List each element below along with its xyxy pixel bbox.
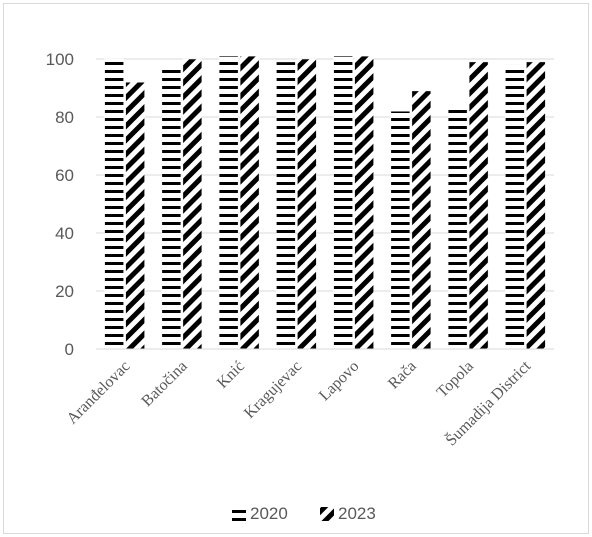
x-tick-label: Batočina	[138, 358, 190, 410]
y-tick-label: 20	[55, 282, 74, 301]
y-axis-ticks: 0 20 40 60 80 100	[46, 50, 74, 359]
bar-2020	[161, 67, 182, 350]
bar-2020	[218, 55, 239, 350]
legend-label: 2020	[250, 504, 288, 523]
bar-2023	[526, 61, 546, 350]
legend-swatch	[232, 507, 246, 521]
bar-2020	[505, 64, 525, 350]
bar-2023	[468, 61, 489, 350]
bar-2020	[104, 58, 124, 350]
x-tick-label: Rača	[385, 358, 420, 393]
x-tick-label: Kragujevac	[241, 358, 305, 422]
x-tick-label: Aranđelovac	[64, 358, 134, 428]
legend-swatch	[320, 507, 334, 521]
x-tick-label: Lapovo	[316, 358, 363, 405]
bar-2023	[411, 90, 432, 350]
bar-chart: 0 20 40 60 80 100 Aranđelovac Batočina KnićKrag…	[46, 50, 554, 523]
bar-2020	[333, 55, 353, 350]
y-tick-label: 100	[46, 50, 74, 69]
x-tick-label: Knić	[214, 358, 248, 392]
legend-label: 2023	[338, 504, 376, 523]
bar-2023	[239, 55, 260, 350]
bars	[104, 55, 546, 350]
y-tick-label: 0	[65, 340, 74, 359]
legend-item-2020: 2020	[232, 504, 288, 523]
bar-2023	[354, 55, 374, 350]
bar-2020	[276, 61, 296, 350]
bar-2020	[447, 105, 468, 350]
legend: 2020 2023	[232, 504, 376, 523]
bar-2023	[297, 58, 317, 350]
y-tick-label: 80	[55, 108, 74, 127]
y-tick-label: 40	[55, 224, 74, 243]
bar-2020	[390, 110, 411, 350]
bar-2023	[125, 81, 145, 350]
legend-item-2023: 2023	[320, 504, 376, 523]
bar-2023	[182, 58, 203, 350]
x-tick-label: Topola	[434, 358, 477, 401]
y-tick-label: 60	[55, 166, 74, 185]
chart-area: 0 20 40 60 80 100 Aranđelovac Batočina Knić Krag…	[3, 3, 589, 534]
